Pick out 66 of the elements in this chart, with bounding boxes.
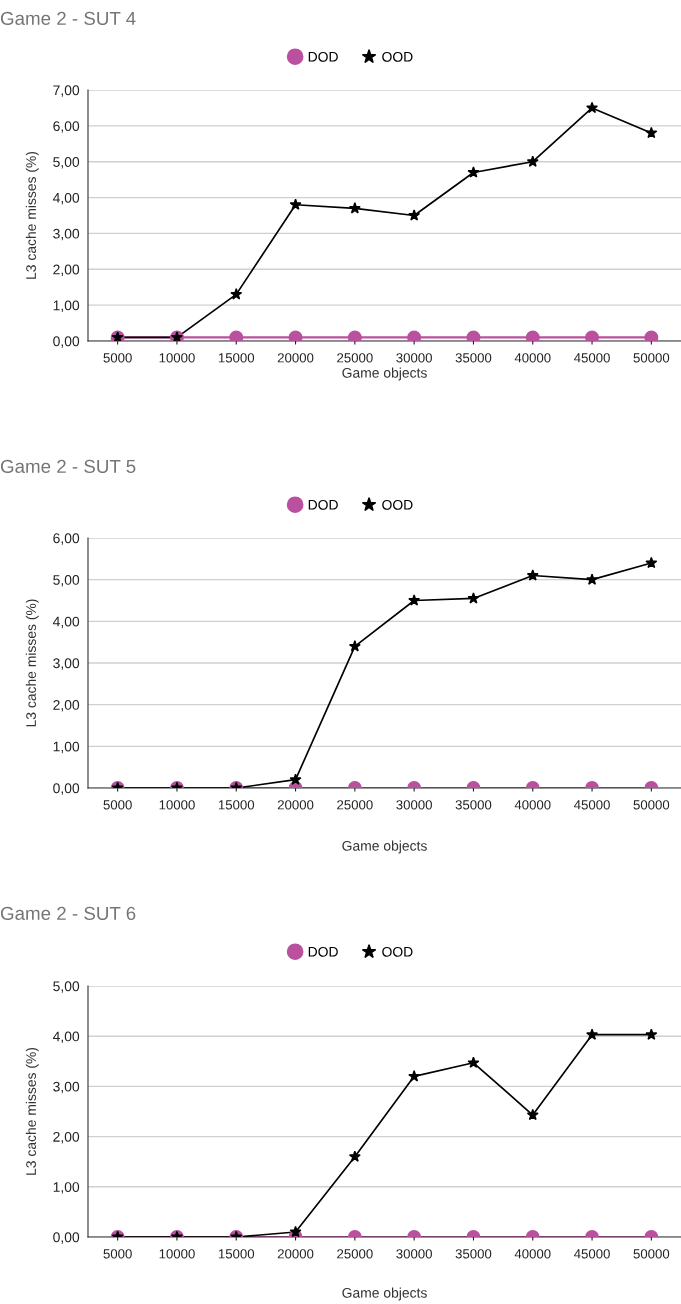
y-tick-label: 2,00	[53, 700, 80, 712]
y-tick-label: 2,00	[53, 1131, 80, 1144]
legend-label: OOD	[382, 499, 413, 510]
legend-label: DOD	[308, 946, 338, 957]
x-tick-label: 30000	[396, 1249, 432, 1259]
x-tick-label: 25000	[337, 1249, 373, 1259]
chart-title: Game 2 - SUT 5	[0, 459, 136, 474]
legend-label: DOD	[308, 51, 338, 62]
y-tick-label: 0,00	[53, 783, 80, 795]
x-tick-label: 40000	[514, 1249, 551, 1259]
x-tick-label: 30000	[396, 353, 432, 363]
y-tick-label: 4,00	[52, 1031, 80, 1044]
x-tick-label: 5000	[103, 353, 132, 363]
x-tick-label: 10000	[159, 800, 195, 810]
x-tick-label: 50000	[633, 353, 670, 363]
x-tick-label: 35000	[455, 1249, 492, 1259]
x-tick-label: 10000	[159, 353, 195, 363]
x-tick-label: 40000	[514, 800, 551, 810]
y-tick-label: 5,00	[53, 157, 80, 169]
y-tick-label: 6,00	[53, 121, 80, 133]
y-axis-title: L3 cache misses (%)	[25, 1047, 39, 1175]
y-tick-label: 1,00	[53, 300, 80, 312]
y-tick-label: 3,00	[53, 1081, 80, 1094]
x-tick-label: 35000	[455, 353, 492, 363]
y-tick-label: 0,00	[53, 1232, 80, 1244]
x-tick-label: 5000	[103, 800, 132, 810]
chart-title: Game 2 - SUT 4	[0, 11, 136, 26]
x-tick-label: 40000	[514, 353, 551, 363]
x-tick-label: 50000	[633, 800, 670, 810]
x-tick-label: 45000	[574, 800, 610, 810]
legend-label: DOD	[308, 499, 338, 510]
x-tick-label: 35000	[455, 800, 492, 810]
y-tick-label: 0,00	[53, 336, 80, 348]
x-tick-label: 20000	[277, 353, 314, 363]
x-tick-label: 50000	[633, 1249, 670, 1259]
x-tick-label: 45000	[574, 1249, 610, 1259]
y-tick-label: 7,00	[53, 85, 80, 97]
x-tick-label: 30000	[396, 800, 432, 810]
x-tick-label: 25000	[337, 800, 373, 810]
x-tick-label: 25000	[337, 353, 373, 363]
x-tick-label: 20000	[277, 1249, 314, 1259]
x-tick-label: 15000	[218, 1249, 255, 1259]
chart-title: Game 2 - SUT 6	[0, 906, 136, 921]
legend-label: OOD	[382, 946, 413, 957]
y-axis-title: L3 cache misses (%)	[25, 599, 39, 727]
y-tick-label: 2,00	[53, 264, 80, 277]
legend-label: OOD	[382, 51, 413, 62]
y-tick-label: 6,00	[53, 533, 80, 545]
x-axis-title: Game objects	[342, 840, 427, 854]
y-tick-label: 5,00	[53, 575, 80, 587]
y-tick-label: 3,00	[53, 228, 80, 241]
y-axis-title: L3 cache misses (%)	[25, 151, 39, 279]
y-tick-label: 5,00	[53, 981, 80, 993]
y-tick-label: 1,00	[53, 1182, 80, 1194]
y-tick-label: 4,00	[52, 192, 80, 205]
x-tick-label: 20000	[277, 800, 314, 810]
y-tick-label: 1,00	[53, 741, 80, 754]
x-tick-label: 15000	[218, 800, 255, 810]
y-tick-label: 4,00	[52, 616, 80, 629]
x-axis-title: Game objects	[342, 1287, 427, 1301]
x-tick-label: 5000	[103, 1249, 132, 1259]
y-tick-label: 3,00	[53, 658, 80, 670]
x-tick-label: 10000	[159, 1249, 195, 1259]
x-tick-label: 15000	[218, 353, 255, 363]
x-tick-label: 45000	[574, 353, 610, 363]
x-axis-title: Game objects	[342, 367, 427, 381]
